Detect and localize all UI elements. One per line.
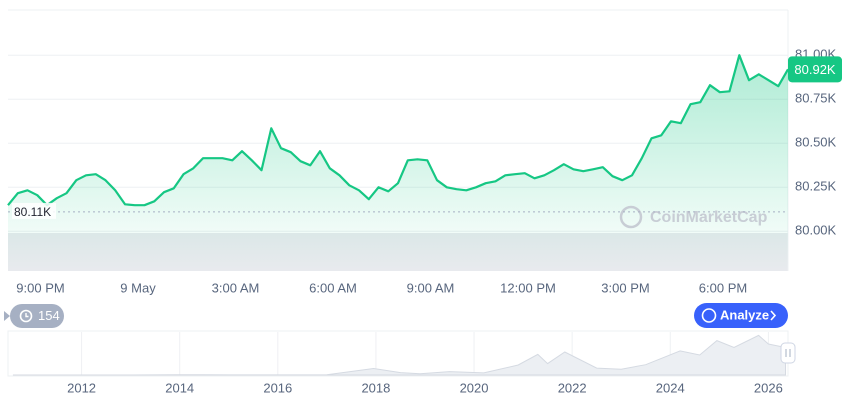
x-tick-label: 12:00 PM [500,280,556,295]
history-count: 154 [38,308,60,323]
navigator-tick-label: 2024 [656,380,685,395]
x-tick-label: 9:00 AM [407,280,455,295]
watermark-text: CoinMarketCap [650,209,768,226]
reference-label-bg [12,202,56,219]
x-tick-label: 3:00 AM [212,280,260,295]
reference-label: 80.11K [14,205,51,219]
price-line [7,54,789,207]
navigator-tick-label: 2012 [67,380,96,395]
history-icon-hand [25,313,29,318]
analyze-icon [701,308,717,323]
analyze-chevron [770,310,777,321]
x-tick-label: 6:00 PM [699,280,747,295]
x-tick-label: 6:00 AM [309,280,357,295]
y-tick-label: 80.25K [795,179,837,194]
y-tick-label: 80.00K [795,223,837,238]
navigator-area [12,334,787,376]
analyze-label: Analyze [720,307,769,322]
x-tick-label: 3:00 PM [601,280,649,295]
history-badge[interactable] [10,304,64,328]
navigator-tick-label: 2022 [558,380,587,395]
history-icon [19,309,33,323]
x-tick-label: 9 May [120,280,156,295]
history-pointer [4,311,10,321]
navigator-tick-label: 2018 [361,380,390,395]
analyze-button[interactable] [694,303,788,328]
navigator-tick-label: 2020 [460,380,489,395]
navigator-tick-label: 2016 [263,380,292,395]
navigator-tick-label: 2026 [754,380,783,395]
watermark: CoinMarketCap [619,205,768,229]
y-tick-label: 80.50K [795,135,837,150]
navigator-tick-label: 2014 [165,380,194,395]
price-badge-label: 80.92K [794,62,836,77]
price-badge [788,56,842,83]
area-fill [8,55,788,271]
navigator-handle[interactable] [780,342,796,364]
x-tick-label: 9:00 PM [16,280,64,295]
y-tick-label: 80.75K [795,91,837,106]
